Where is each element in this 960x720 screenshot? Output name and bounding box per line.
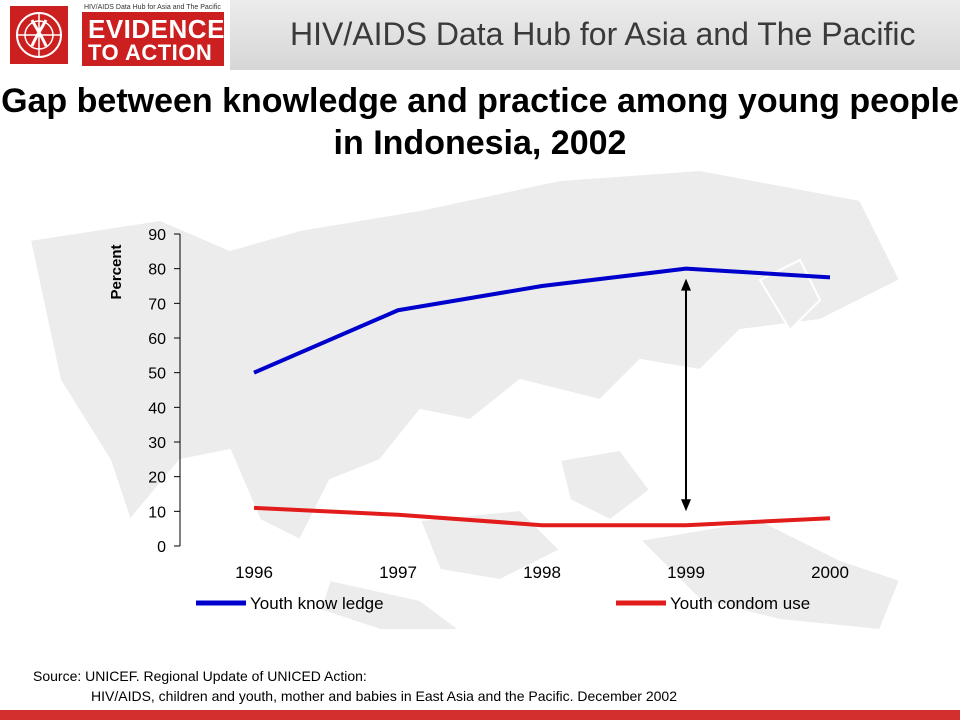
x-tick-label: 1996 (235, 563, 273, 582)
y-axis-label: Percent (108, 244, 125, 299)
logo-line1: EVIDENCE (88, 14, 225, 44)
source-note: Source: UNICEF. Regional Update of UNICE… (33, 666, 677, 706)
y-tick-label: 30 (148, 435, 166, 452)
asia-map-background (28, 168, 902, 632)
bottom-band (0, 710, 960, 720)
y-tick-label: 60 (148, 331, 166, 348)
gap-annotation (681, 278, 691, 512)
source-line2: HIV/AIDS, children and youth, mother and… (91, 688, 677, 704)
x-tick-label: 2000 (811, 563, 849, 582)
chart-plot: 0 10 20 30 40 50 60 70 80 90 1996 1997 1998 1999 2000… (108, 227, 849, 613)
chart-title: Gap between knowledge and practice among… (1, 82, 959, 162)
gap-arrow-head-bottom (681, 499, 691, 512)
x-tick-label: 1999 (667, 563, 705, 582)
evidence-to-action-logo: EVIDENCE TO ACTION (82, 12, 224, 66)
y-tick-label: 10 (148, 504, 166, 521)
header-band (230, 0, 960, 70)
y-tick-label: 90 (148, 227, 166, 244)
source-line1: Source: UNICEF. Regional Update of UNICE… (33, 668, 367, 684)
legend-label: Youth know ledge (250, 594, 384, 613)
y-tick-label: 40 (148, 400, 166, 417)
y-axis: 0 10 20 30 40 50 60 70 80 90 (148, 227, 181, 556)
series-line-knowledge (253, 266, 831, 375)
y-tick-label: 20 (148, 470, 166, 487)
legend: Youth know ledge Youth condom use (196, 594, 810, 613)
legend-label: Youth condom use (670, 594, 810, 613)
gap-arrow-head-top (681, 278, 691, 291)
header-bar: HIV/AIDS Data Hub for Asia and The Pacif… (0, 0, 960, 70)
logo-caption: HIV/AIDS Data Hub for Asia and The Pacif… (84, 4, 221, 11)
y-tick-label: 70 (148, 296, 166, 313)
y-tick-label: 80 (148, 262, 166, 279)
series-line-condom-use (253, 505, 831, 528)
y-tick-label: 0 (157, 539, 166, 556)
x-tick-label: 1998 (523, 563, 561, 582)
logo-line2: TO ACTION (88, 40, 213, 65)
x-tick-label: 1997 (379, 563, 417, 582)
hub-title: HIV/AIDS Data Hub for Asia and The Pacif… (290, 16, 916, 52)
un-emblem-icon (10, 6, 68, 64)
y-tick-label: 50 (148, 366, 166, 383)
series-group (253, 266, 831, 528)
x-axis: 1996 1997 1998 1999 2000 (235, 563, 849, 582)
